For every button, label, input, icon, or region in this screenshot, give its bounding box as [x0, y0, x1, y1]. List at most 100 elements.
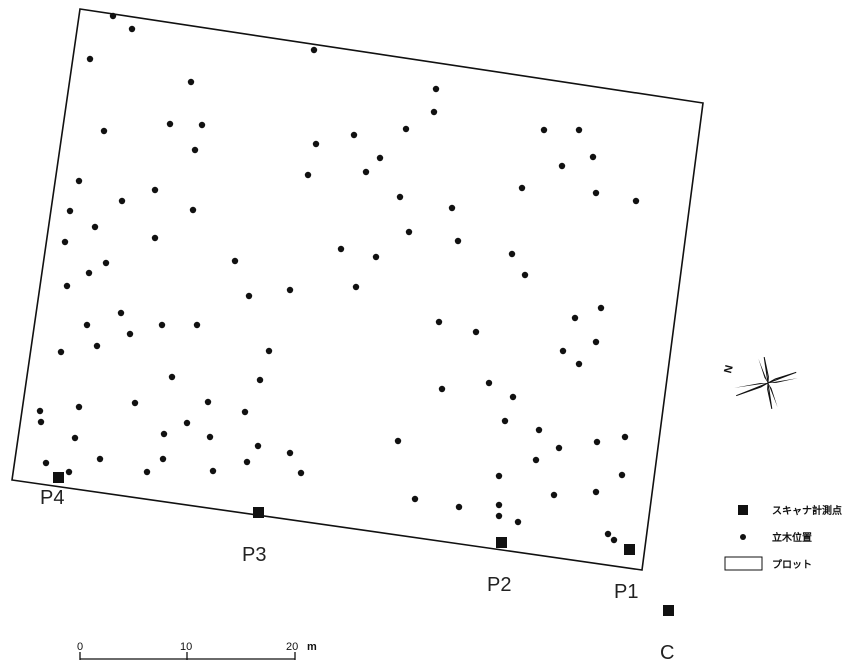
tree-dot [131, 399, 139, 407]
tree-dot [448, 204, 456, 212]
tree-dot [160, 430, 168, 438]
tree-dot [65, 468, 73, 476]
tree-dot [151, 234, 159, 242]
tree-dot [593, 438, 601, 446]
tree-dot [430, 108, 438, 116]
tree-dot [93, 342, 101, 350]
tree-dot [191, 146, 199, 154]
tree-dot [204, 398, 212, 406]
plot-boundary [11, 8, 704, 571]
point-label-p4: P4 [40, 487, 64, 509]
tree-dot [535, 426, 543, 434]
tree-dot [304, 171, 312, 179]
tree-dot [193, 321, 201, 329]
tree-dot [168, 373, 176, 381]
north-arrow-icon: N [722, 357, 798, 409]
tree-dot [495, 501, 503, 509]
scale-tick-20: 20 [286, 641, 298, 653]
tree-dot [402, 125, 410, 133]
tree-dot [575, 360, 583, 368]
tree-dot [128, 25, 136, 33]
tree-dot [83, 321, 91, 329]
tree-dot [372, 253, 380, 261]
tree-dot [559, 347, 567, 355]
tree-dot [102, 259, 110, 267]
tree-dot [63, 282, 71, 290]
tree-dot [540, 126, 548, 134]
tree-dot [254, 442, 262, 450]
tree-dot [100, 127, 108, 135]
tree-dot [256, 376, 264, 384]
tree-dot [604, 530, 612, 538]
tree-dot [558, 162, 566, 170]
tree-dot [396, 193, 404, 201]
legend-scanner-icon [738, 505, 748, 515]
tree-dot [265, 347, 273, 355]
tree-dot [209, 467, 217, 475]
scanner-point-c [663, 605, 674, 616]
tree-dot [550, 491, 558, 499]
scanner-point-p3 [253, 507, 264, 518]
tree-dot [555, 444, 563, 452]
legend-scanner-label: スキャナ計測点 [772, 504, 842, 517]
tree-dot [297, 469, 305, 477]
tree-positions [36, 12, 640, 544]
tree-dot [495, 512, 503, 520]
tree-dot [75, 177, 83, 185]
tree-dot [86, 55, 94, 63]
tree-dot [592, 338, 600, 346]
tree-dot [66, 207, 74, 215]
tree-dot [158, 321, 166, 329]
tree-dot [571, 314, 579, 322]
tree-dot [411, 495, 419, 503]
tree-dot [61, 238, 69, 246]
tree-dot [589, 153, 597, 161]
point-label-p1: P1 [614, 581, 638, 603]
tree-dot [117, 309, 125, 317]
tree-dot [57, 348, 65, 356]
tree-dot [632, 197, 640, 205]
tree-dot [206, 433, 214, 441]
tree-dot [435, 318, 443, 326]
tree-dot [350, 131, 358, 139]
legend-plot-icon [724, 556, 763, 571]
tree-dot [621, 433, 629, 441]
tree-dot [286, 286, 294, 294]
tree-dot [405, 228, 413, 236]
north-label: N [722, 364, 736, 375]
scale-bar: 0 10 20 m [77, 641, 317, 660]
tree-dot [37, 418, 45, 426]
tree-dot [575, 126, 583, 134]
tree-dot [245, 292, 253, 300]
tree-dot [166, 120, 174, 128]
tree-dot [495, 472, 503, 480]
tree-dot [508, 250, 516, 258]
tree-dot [42, 459, 50, 467]
tree-dot [75, 403, 83, 411]
tree-dot [187, 78, 195, 86]
tree-dot [231, 257, 239, 265]
tree-dot [312, 140, 320, 148]
tree-dot [241, 408, 249, 416]
tree-dot [243, 458, 251, 466]
legend-tree-label: 立木位置 [772, 531, 812, 544]
tree-dot [183, 419, 191, 427]
legend-tree-icon [740, 534, 746, 540]
scanner-point-p1 [624, 544, 635, 555]
legend: スキャナ計測点 立木位置 プロット [724, 504, 842, 571]
tree-dot [432, 85, 440, 93]
scanner-point-p2 [496, 537, 507, 548]
tree-dot [337, 245, 345, 253]
tree-dot [376, 154, 384, 162]
tree-dot [286, 449, 294, 457]
tree-dot [198, 121, 206, 129]
tree-dot [618, 471, 626, 479]
tree-dot [438, 385, 446, 393]
tree-dot [126, 330, 134, 338]
tree-dot [159, 455, 167, 463]
point-label-p2: P2 [487, 574, 511, 596]
tree-dot [36, 407, 44, 415]
tree-dot [362, 168, 370, 176]
tree-dot [501, 417, 509, 425]
scanner-point-p4 [53, 472, 64, 483]
